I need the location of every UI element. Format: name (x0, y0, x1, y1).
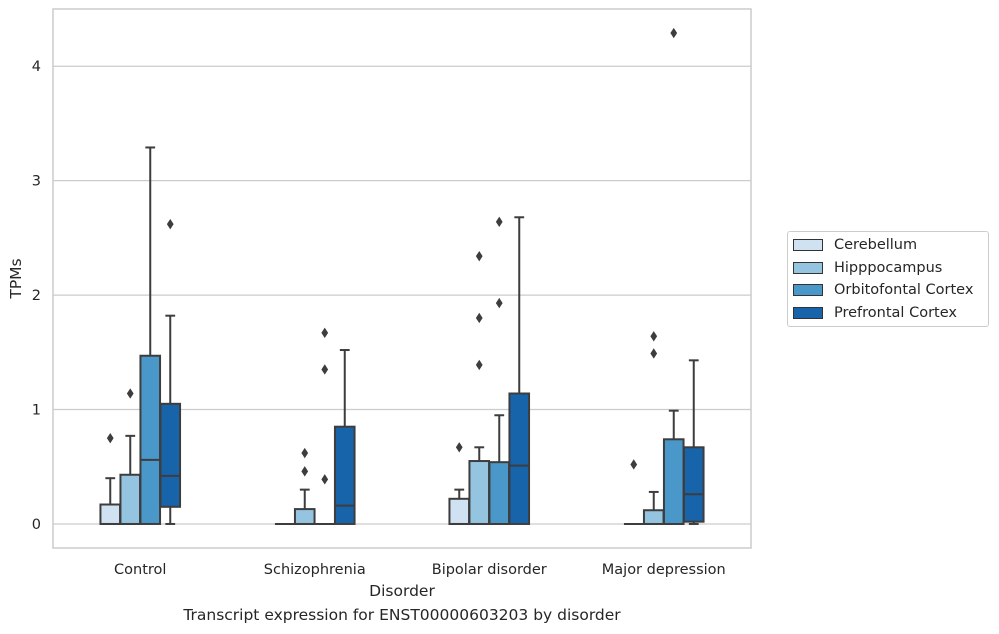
chart-caption: Transcript expression for ENST0000060320… (183, 606, 621, 624)
box (293, 508, 316, 525)
outlier-point (321, 474, 329, 485)
plot-frame (52, 8, 752, 549)
outlier-point (301, 466, 309, 477)
box (139, 354, 162, 525)
outlier-point (106, 432, 114, 444)
legend-swatch-hippocampus (793, 262, 823, 274)
legend-label-cerebellum: Cerebellum (834, 237, 918, 253)
legend-swatch-orbitofrontal-cortex (793, 284, 823, 296)
outlier-point (650, 331, 658, 342)
outlier-point (670, 27, 678, 39)
legend-swatch-cerebellum (793, 239, 823, 251)
legend-item-orbitofrontal-cortex: Orbitofontal Cortex (793, 280, 973, 300)
y-axis-label: TPMs (7, 258, 25, 299)
outlier-point (630, 459, 638, 470)
legend: Cerebellum Hipppocampus Orbitofontal Cor… (787, 231, 989, 327)
outlier-point (126, 388, 134, 399)
box (448, 497, 471, 525)
legend-item-cerebellum: Cerebellum (793, 235, 917, 255)
box (159, 402, 182, 508)
box (119, 473, 142, 525)
box (468, 460, 491, 525)
y-tick-label: 1 (32, 403, 41, 419)
legend-swatch-prefrontal-cortex (793, 307, 823, 319)
box (333, 425, 356, 525)
outlier-point (166, 218, 174, 230)
outlier-point (301, 447, 309, 459)
outlier-point (495, 297, 503, 309)
outlier-point (475, 312, 483, 324)
outlier-point (475, 251, 483, 262)
outlier-point (321, 327, 329, 339)
legend-label-orbitofrontal-cortex: Orbitofontal Cortex (834, 282, 974, 298)
outlier-point (650, 348, 658, 359)
box (642, 509, 665, 525)
legend-item-hippocampus: Hipppocampus (793, 258, 942, 278)
outlier-point (321, 364, 329, 375)
legend-item-prefrontal-cortex: Prefrontal Cortex (793, 303, 957, 323)
y-tick-label: 0 (32, 517, 41, 533)
x-tick-label: Schizophrenia (264, 562, 366, 578)
outlier-point (495, 216, 503, 228)
y-tick-label: 2 (32, 288, 41, 304)
box (682, 446, 705, 523)
box (99, 503, 122, 525)
outlier-point (475, 359, 483, 371)
box (488, 461, 511, 525)
x-tick-label: Bipolar disorder (432, 562, 547, 578)
y-tick-label: 4 (32, 59, 41, 75)
outlier-point (455, 442, 463, 453)
y-tick-label: 3 (32, 174, 41, 190)
box (508, 392, 531, 525)
x-tick-label: Major depression (602, 562, 726, 578)
x-axis-label: Disorder (369, 582, 435, 600)
legend-label-hippocampus: Hipppocampus (834, 260, 943, 276)
legend-label-prefrontal-cortex: Prefrontal Cortex (834, 305, 957, 321)
box (662, 438, 685, 525)
x-tick-label: Control (114, 562, 166, 578)
